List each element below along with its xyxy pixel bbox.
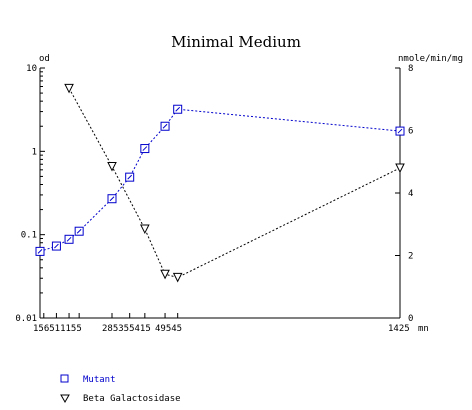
mutant-point: [51, 241, 61, 251]
mutant-point: [64, 234, 74, 244]
beta-point: [395, 163, 405, 174]
chart-title: Minimal Medium: [171, 33, 301, 51]
legend-beta-marker: [60, 394, 70, 404]
beta-point: [64, 83, 74, 94]
x-axis-unit-label: mn: [418, 324, 429, 334]
right-tick-label: 2: [408, 252, 413, 262]
right-tick-label: 8: [408, 64, 413, 74]
series-line-0: [39, 108, 401, 252]
right-tick-label: 4: [408, 189, 413, 199]
left-tick-label: 0.01: [15, 314, 37, 324]
series-layer: [35, 83, 405, 283]
x-tick-label-group-2: 285355415: [102, 324, 151, 334]
series-line-1: [68, 88, 401, 278]
x-tick-label-group-1: 156511155: [33, 324, 82, 334]
beta-point: [160, 269, 170, 280]
legend-beta-label: Beta Galactosidase: [83, 394, 181, 404]
right-tick-label: 6: [408, 127, 413, 137]
x-tick-label-group-3: 49545: [155, 324, 182, 334]
x-tick-label-last: 1425: [388, 324, 410, 334]
mutant-point: [160, 121, 170, 131]
left-tick-label: 1: [32, 147, 37, 157]
mutant-point: [395, 126, 405, 136]
right-axis-ticks: 8 6 4 2 0: [395, 64, 413, 324]
legend: Mutant Beta Galactosidase: [60, 374, 181, 404]
mutant-point: [125, 172, 135, 182]
right-axis-unit-label: nmole/min/mg: [398, 54, 463, 64]
mutant-point: [173, 104, 183, 114]
mutant-point: [74, 226, 84, 236]
beta-point: [172, 272, 183, 283]
left-tick-label: 0.1: [21, 231, 37, 241]
left-axis-ticks: 10 1 0.1 0.01: [15, 64, 45, 324]
mutant-point: [140, 144, 150, 154]
legend-mutant-label: Mutant: [83, 375, 116, 385]
left-axis-unit-label: od: [39, 54, 50, 64]
mutant-point: [107, 194, 117, 204]
beta-point: [140, 224, 150, 235]
right-tick-label: 0: [408, 314, 413, 324]
x-axis-ticks: [39, 313, 401, 318]
left-tick-label: 10: [26, 64, 37, 74]
mutant-point: [35, 246, 45, 256]
legend-mutant-marker: [60, 374, 69, 383]
beta-point: [107, 161, 117, 172]
